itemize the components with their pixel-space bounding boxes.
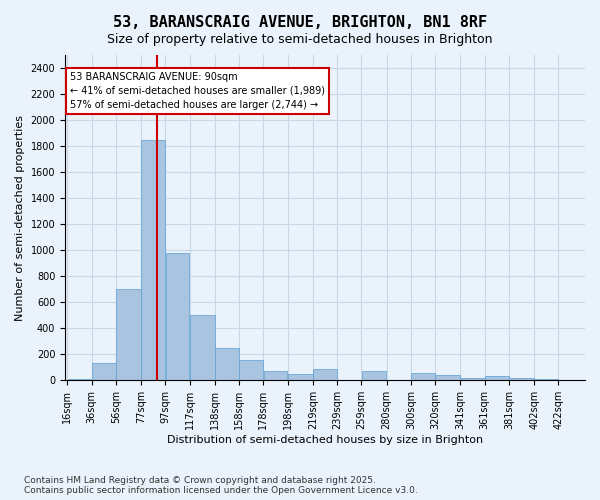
Bar (190, 316, 215, 380)
Bar (535, 379, 558, 380)
Bar (92, 364, 116, 380)
Bar (166, 254, 190, 380)
Y-axis label: Number of semi-detached properties: Number of semi-detached properties (15, 114, 25, 320)
Bar (239, 360, 263, 380)
Bar (263, 371, 287, 380)
Bar (142, 140, 165, 380)
Text: 53 BARANSCRAIG AVENUE: 90sqm
← 41% of semi-detached houses are smaller (1,989)
5: 53 BARANSCRAIG AVENUE: 90sqm ← 41% of se… (70, 72, 325, 110)
Bar (509, 378, 534, 380)
X-axis label: Distribution of semi-detached houses by size in Brighton: Distribution of semi-detached houses by … (167, 435, 483, 445)
Bar (313, 370, 337, 380)
Bar (461, 378, 484, 380)
Bar (116, 289, 141, 380)
Text: 53, BARANSCRAIG AVENUE, BRIGHTON, BN1 8RF: 53, BARANSCRAIG AVENUE, BRIGHTON, BN1 8R… (113, 15, 487, 30)
Bar (436, 375, 460, 380)
Bar (288, 374, 313, 380)
Text: Size of property relative to semi-detached houses in Brighton: Size of property relative to semi-detach… (107, 32, 493, 46)
Bar (215, 348, 239, 380)
Bar (68, 379, 91, 380)
Bar (485, 376, 509, 380)
Bar (411, 373, 435, 380)
Text: Contains HM Land Registry data © Crown copyright and database right 2025.
Contai: Contains HM Land Registry data © Crown c… (24, 476, 418, 495)
Bar (362, 370, 386, 380)
